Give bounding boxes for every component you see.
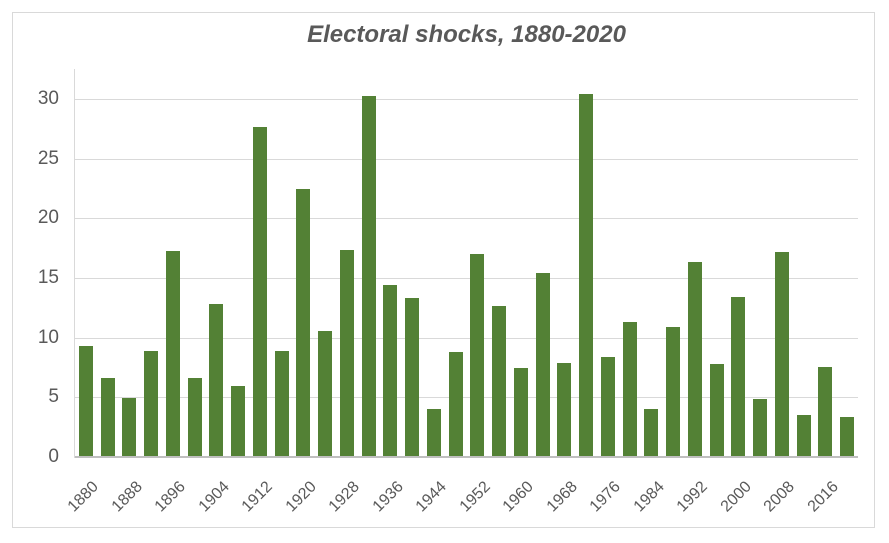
- y-tick-label-20: 20: [37, 207, 59, 229]
- y-axis-line: [74, 69, 75, 458]
- x-tick-label-1968: 1968: [543, 478, 581, 516]
- bar-1940[interactable]: [405, 298, 420, 456]
- bar-1888[interactable]: [122, 397, 137, 456]
- bar-1968[interactable]: [557, 362, 572, 456]
- x-tick-label-1936: 1936: [369, 478, 407, 516]
- y-tick-label-30: 30: [37, 88, 59, 109]
- bar-1992[interactable]: [687, 261, 702, 456]
- x-tick-label-1920: 1920: [282, 478, 320, 516]
- x-tick-label-2000: 2000: [717, 478, 755, 516]
- x-tick-label-1896: 1896: [151, 478, 190, 516]
- x-tick-label-1912: 1912: [238, 478, 277, 516]
- bar-1924[interactable]: [318, 330, 333, 456]
- bar-1884[interactable]: [100, 378, 115, 456]
- x-tick-label-1952: 1952: [456, 478, 494, 516]
- x-tick-label-1880: 1880: [64, 478, 103, 516]
- bar-1900[interactable]: [187, 378, 202, 456]
- bar-1972[interactable]: [579, 94, 594, 456]
- plot-area: [75, 94, 858, 458]
- bar-1960[interactable]: [513, 367, 528, 456]
- bar-1896[interactable]: [165, 250, 180, 456]
- bar-1948[interactable]: [448, 352, 463, 456]
- x-tick-label-1984: 1984: [630, 478, 668, 516]
- bar-1976[interactable]: [600, 356, 615, 456]
- bar-1904[interactable]: [209, 304, 224, 456]
- bar-1920[interactable]: [296, 188, 311, 456]
- x-tick-label-1992: 1992: [673, 478, 712, 516]
- x-tick-label-1928: 1928: [325, 478, 364, 516]
- bar-1964[interactable]: [535, 273, 550, 456]
- y-tick-label-10: 10: [37, 326, 59, 348]
- x-tick-label-1944: 1944: [412, 478, 451, 516]
- bar-1912[interactable]: [252, 126, 267, 456]
- gridline-25: [75, 158, 858, 160]
- x-tick-label-2008: 2008: [760, 478, 799, 516]
- bar-2016[interactable]: [818, 366, 833, 456]
- bar-1984[interactable]: [644, 409, 659, 456]
- x-tick-label-1888: 1888: [108, 478, 146, 516]
- bar-1908[interactable]: [231, 385, 246, 456]
- bar-1916[interactable]: [274, 351, 289, 456]
- bar-2012[interactable]: [796, 415, 811, 456]
- chart-title: Electoral shocks, 1880-2020: [307, 21, 626, 48]
- bar-1928[interactable]: [339, 249, 354, 456]
- x-tick-label-1976: 1976: [586, 478, 625, 516]
- y-tick-label-0: 0: [48, 446, 59, 467]
- bar-1892[interactable]: [144, 351, 159, 456]
- bar-1952[interactable]: [470, 254, 485, 456]
- bar-2008[interactable]: [774, 251, 789, 456]
- bar-1944[interactable]: [426, 409, 441, 456]
- x-tick-label-1960: 1960: [499, 478, 538, 516]
- bar-2020[interactable]: [840, 416, 855, 456]
- gridline-15: [75, 278, 858, 279]
- gridline-20: [75, 218, 858, 220]
- x-axis-line: [75, 456, 858, 458]
- y-tick-label-5: 5: [48, 386, 59, 408]
- bar-1932[interactable]: [361, 95, 376, 456]
- chart-object[interactable]: Electoral shocks, 1880-2020 0 5 10 15 20 25 30…: [12, 12, 875, 528]
- y-tick-label-25: 25: [37, 147, 59, 169]
- bar-1880[interactable]: [78, 346, 93, 456]
- y-tick-label-15: 15: [37, 267, 59, 288]
- gridline-10: [75, 337, 858, 339]
- bar-1980[interactable]: [622, 322, 637, 456]
- gridline-30: [75, 99, 858, 100]
- x-tick-label-1904: 1904: [195, 478, 233, 516]
- bar-1936[interactable]: [383, 285, 398, 456]
- bar-1996[interactable]: [709, 364, 724, 456]
- x-tick-label-2016: 2016: [804, 478, 842, 516]
- bar-2000[interactable]: [731, 297, 746, 456]
- gridline-5: [75, 397, 858, 399]
- bar-1956[interactable]: [492, 305, 507, 456]
- bar-2004[interactable]: [753, 398, 768, 456]
- bar-1988[interactable]: [666, 327, 681, 456]
